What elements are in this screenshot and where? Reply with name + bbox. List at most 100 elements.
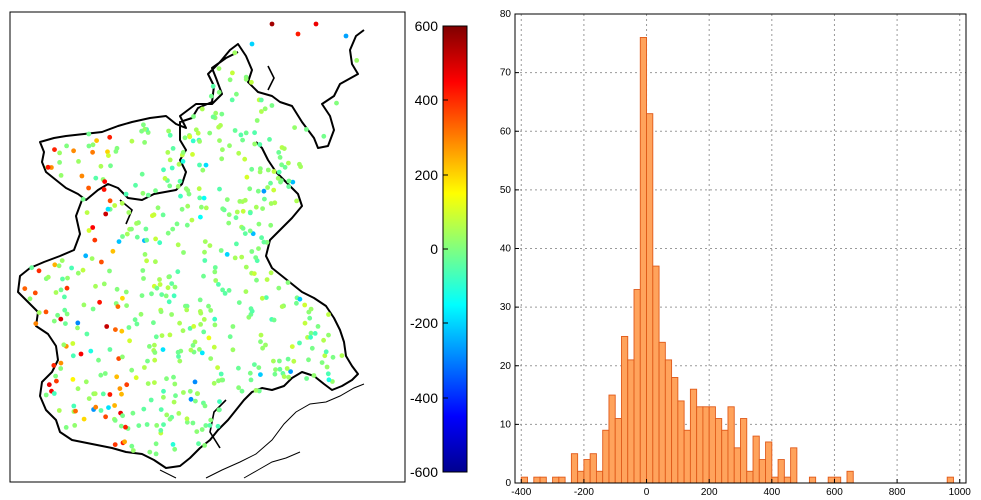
histogram-bar <box>689 388 698 484</box>
station-point <box>185 203 191 209</box>
station-point <box>252 362 257 367</box>
station-point <box>124 382 130 388</box>
colorbar-tick-label: -600 <box>410 464 438 480</box>
station-point <box>211 380 217 386</box>
station-point <box>171 293 177 299</box>
station-point <box>145 358 150 364</box>
station-point <box>61 342 67 348</box>
station-point <box>32 290 38 296</box>
station-point <box>101 281 107 287</box>
histogram-bar <box>808 476 817 484</box>
station-point <box>83 253 89 259</box>
x-tick-label: 200 <box>701 487 718 498</box>
station-point <box>265 185 270 190</box>
histogram-bar <box>696 406 704 484</box>
histogram-bar <box>583 459 591 484</box>
station-point <box>170 442 176 447</box>
station-point <box>36 310 42 315</box>
station-point <box>207 130 213 136</box>
station-point <box>311 373 317 378</box>
station-point <box>147 449 153 455</box>
station-point <box>202 403 208 409</box>
histogram-bar <box>846 470 854 484</box>
station-point <box>83 379 89 385</box>
station-point <box>286 374 291 380</box>
station-point <box>286 184 292 190</box>
station-point <box>236 385 242 391</box>
map-panel-frame <box>9 11 406 483</box>
station-point <box>191 324 197 329</box>
station-point <box>120 234 125 239</box>
station-point <box>203 162 209 168</box>
station-point <box>219 156 225 162</box>
station-point <box>232 255 238 261</box>
station-point <box>70 341 76 346</box>
histogram-bar <box>658 341 666 484</box>
station-point <box>255 188 261 194</box>
station-point <box>240 137 246 143</box>
station-point <box>277 358 282 364</box>
histogram-bar <box>740 418 748 484</box>
station-point <box>142 140 148 145</box>
station-point <box>252 130 257 136</box>
station-point <box>113 327 118 332</box>
station-point <box>197 297 203 303</box>
station-point <box>285 356 291 362</box>
histogram-bar <box>683 429 691 484</box>
station-point <box>154 423 160 428</box>
colorbar-tick-label: 200 <box>415 167 439 183</box>
station-point <box>279 304 285 309</box>
station-point <box>186 191 192 197</box>
station-point <box>220 206 226 212</box>
station-point <box>165 150 171 155</box>
station-point <box>167 157 173 163</box>
map-panel <box>17 21 365 479</box>
station-point <box>133 182 138 188</box>
station-point <box>211 344 217 350</box>
station-point <box>226 212 232 218</box>
station-point <box>56 263 62 269</box>
station-points <box>22 21 360 457</box>
station-point <box>302 320 308 326</box>
station-point <box>244 174 250 180</box>
histogram-bar <box>633 289 641 484</box>
station-point <box>113 149 119 154</box>
station-point <box>243 130 249 136</box>
histogram-bars <box>520 37 954 484</box>
station-point <box>216 89 222 95</box>
station-point <box>129 226 134 232</box>
station-point <box>210 114 216 120</box>
station-point <box>124 231 130 237</box>
station-point <box>102 179 108 185</box>
station-point <box>184 222 190 228</box>
station-point <box>208 93 214 99</box>
station-point <box>161 388 166 394</box>
station-point <box>193 398 198 404</box>
station-point <box>79 173 85 179</box>
station-point <box>145 192 151 198</box>
station-point <box>78 351 84 357</box>
station-point <box>92 237 98 243</box>
station-point <box>294 198 299 204</box>
station-point <box>308 330 314 336</box>
station-point <box>286 178 292 184</box>
station-point <box>289 344 295 349</box>
station-point <box>175 242 181 248</box>
station-point <box>65 275 70 281</box>
station-point <box>198 214 203 220</box>
station-point <box>297 296 303 302</box>
station-point <box>171 374 176 380</box>
station-point <box>107 347 113 352</box>
station-point <box>170 146 176 151</box>
station-point <box>203 205 209 211</box>
station-point <box>253 388 259 393</box>
station-point <box>54 378 59 384</box>
station-point <box>312 331 318 336</box>
station-point <box>253 255 259 260</box>
station-point <box>275 175 281 181</box>
station-point <box>282 164 288 170</box>
station-point <box>75 325 80 331</box>
station-point <box>263 295 269 300</box>
histogram-bar <box>702 406 710 484</box>
station-point <box>112 442 118 447</box>
